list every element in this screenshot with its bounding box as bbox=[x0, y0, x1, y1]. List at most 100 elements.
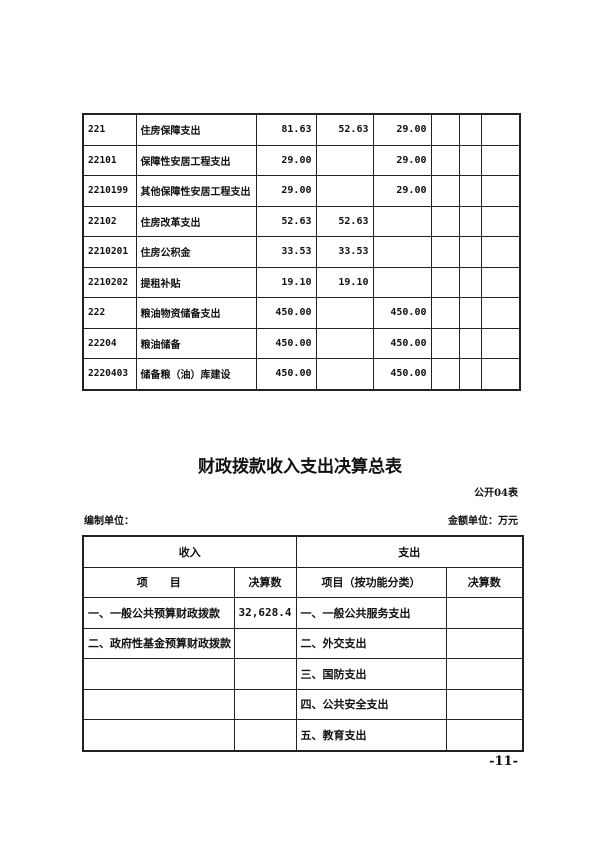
total-cell: 19.10 bbox=[255, 266, 317, 298]
name-cell: 粮油物资储备支出 bbox=[135, 297, 257, 329]
empty-cell bbox=[430, 175, 460, 207]
table-row: 22102 住房改革支出 52.63 52.63 bbox=[82, 205, 521, 237]
income-amount: 32,628.4 bbox=[233, 597, 297, 629]
total-cell: 450.00 bbox=[255, 358, 317, 390]
empty-cell bbox=[430, 144, 460, 176]
table-row: 2220403 储备粮（油）库建设 450.00 450.00 bbox=[82, 358, 521, 390]
expense-amount bbox=[445, 688, 524, 720]
total-cell: 52.63 bbox=[255, 205, 317, 237]
empty-cell bbox=[430, 327, 460, 359]
expense-amount bbox=[445, 627, 524, 659]
summary-table: 收入 支出 项 目 决算数 项目（按功能分类） 决算数 一、一般公共预算财政拨款… bbox=[82, 535, 524, 752]
code-cell: 221 bbox=[82, 113, 137, 146]
empty-cell bbox=[480, 358, 521, 390]
table-row: 2210201 住房公积金 33.53 33.53 bbox=[82, 236, 521, 268]
code-cell: 2220403 bbox=[82, 358, 137, 390]
basic-cell: 52.63 bbox=[315, 205, 374, 237]
total-cell: 450.00 bbox=[255, 297, 317, 329]
basic-cell: 19.10 bbox=[315, 266, 374, 298]
empty-cell bbox=[480, 236, 521, 268]
code-cell: 2210199 bbox=[82, 175, 137, 207]
code-cell: 2210202 bbox=[82, 266, 137, 298]
col-item-func: 项目（按功能分类） bbox=[295, 566, 447, 598]
expense-item: 五、教育支出 bbox=[295, 719, 447, 751]
table-row: 四、公共安全支出 bbox=[82, 688, 524, 720]
table-row: 22101 保障性安居工程支出 29.00 29.00 bbox=[82, 144, 521, 176]
basic-cell: 52.63 bbox=[315, 113, 374, 146]
code-cell: 222 bbox=[82, 297, 137, 329]
compiler-label: 编制单位： bbox=[84, 516, 134, 527]
name-cell: 住房保障支出 bbox=[135, 113, 257, 146]
expense-header: 支出 bbox=[295, 535, 524, 568]
empty-cell bbox=[480, 113, 521, 146]
income-item bbox=[82, 658, 235, 690]
project-cell: 450.00 bbox=[372, 297, 432, 329]
expense-item: 一、一般公共服务支出 bbox=[295, 597, 447, 629]
empty-cell bbox=[480, 327, 521, 359]
income-item: 二、政府性基金预算财政拨款 bbox=[82, 627, 235, 659]
empty-cell bbox=[430, 236, 460, 268]
expense-amount bbox=[445, 719, 524, 751]
basic-cell bbox=[315, 144, 374, 176]
basic-cell bbox=[315, 358, 374, 390]
total-cell: 450.00 bbox=[255, 327, 317, 359]
table-row: 五、教育支出 bbox=[82, 719, 524, 751]
income-amount bbox=[233, 658, 297, 690]
empty-cell bbox=[458, 144, 482, 176]
unit-label: 金额单位：万元 bbox=[448, 516, 518, 527]
code-cell: 22102 bbox=[82, 205, 137, 237]
project-cell bbox=[372, 236, 432, 268]
empty-cell bbox=[458, 113, 482, 146]
empty-cell bbox=[430, 297, 460, 329]
empty-cell bbox=[430, 358, 460, 390]
name-cell: 住房改革支出 bbox=[135, 205, 257, 237]
income-amount bbox=[233, 719, 297, 751]
total-cell: 81.63 bbox=[255, 113, 317, 146]
empty-cell bbox=[458, 236, 482, 268]
basic-cell: 33.53 bbox=[315, 236, 374, 268]
table-row: 二、政府性基金预算财政拨款 二、外交支出 bbox=[82, 627, 524, 659]
col-item: 项 目 bbox=[82, 566, 235, 598]
empty-cell bbox=[458, 297, 482, 329]
income-item: 一、一般公共预算财政拨款 bbox=[82, 597, 235, 629]
empty-cell bbox=[480, 144, 521, 176]
basic-cell bbox=[315, 327, 374, 359]
empty-cell bbox=[480, 266, 521, 298]
project-cell: 450.00 bbox=[372, 358, 432, 390]
table-row: 三、国防支出 bbox=[82, 658, 524, 690]
project-cell: 29.00 bbox=[372, 113, 432, 146]
table-row: 22204 粮油储备 450.00 450.00 bbox=[82, 327, 521, 359]
expense-amount bbox=[445, 658, 524, 690]
empty-cell bbox=[480, 175, 521, 207]
income-item bbox=[82, 719, 235, 751]
project-cell: 29.00 bbox=[372, 144, 432, 176]
empty-cell bbox=[430, 113, 460, 146]
expense-item: 四、公共安全支出 bbox=[295, 688, 447, 720]
table-row: 222 粮油物资储备支出 450.00 450.00 bbox=[82, 297, 521, 329]
name-cell: 储备粮（油）库建设 bbox=[135, 358, 257, 390]
col-amount2: 决算数 bbox=[445, 566, 524, 598]
income-item bbox=[82, 688, 235, 720]
code-cell: 22204 bbox=[82, 327, 137, 359]
income-amount bbox=[233, 627, 297, 659]
code-cell: 22101 bbox=[82, 144, 137, 176]
income-amount bbox=[233, 688, 297, 720]
code-cell: 2210201 bbox=[82, 236, 137, 268]
total-cell: 33.53 bbox=[255, 236, 317, 268]
empty-cell bbox=[458, 175, 482, 207]
name-cell: 住房公积金 bbox=[135, 236, 257, 268]
page-number: -11- bbox=[489, 754, 518, 769]
name-cell: 粮油储备 bbox=[135, 327, 257, 359]
expense-amount bbox=[445, 597, 524, 629]
empty-cell bbox=[458, 358, 482, 390]
name-cell: 保障性安居工程支出 bbox=[135, 144, 257, 176]
project-cell bbox=[372, 205, 432, 237]
page-title: 财政拨款收入支出决算总表 bbox=[198, 457, 402, 477]
project-cell: 450.00 bbox=[372, 327, 432, 359]
table-row: 2210199 其他保障性安居工程支出 29.00 29.00 bbox=[82, 175, 521, 207]
table-row: 一、一般公共预算财政拨款 32,628.4 一、一般公共服务支出 bbox=[82, 597, 524, 629]
name-cell: 其他保障性安居工程支出 bbox=[135, 175, 257, 207]
project-cell bbox=[372, 266, 432, 298]
table-row: 221 住房保障支出 81.63 52.63 29.00 bbox=[82, 113, 521, 146]
